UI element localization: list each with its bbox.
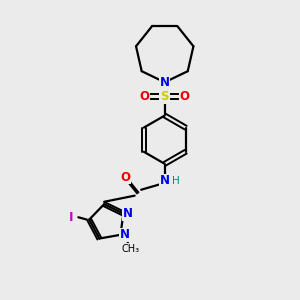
- Text: N: N: [120, 228, 130, 241]
- Text: S: S: [160, 90, 169, 103]
- Text: O: O: [180, 90, 190, 103]
- Text: H: H: [172, 176, 180, 186]
- Text: N: N: [123, 207, 133, 220]
- Text: N: N: [160, 174, 170, 188]
- Text: O: O: [140, 90, 150, 103]
- Text: N: N: [160, 76, 170, 89]
- Text: I: I: [69, 211, 74, 224]
- Text: CH₃: CH₃: [121, 244, 139, 254]
- Text: O: O: [120, 171, 130, 184]
